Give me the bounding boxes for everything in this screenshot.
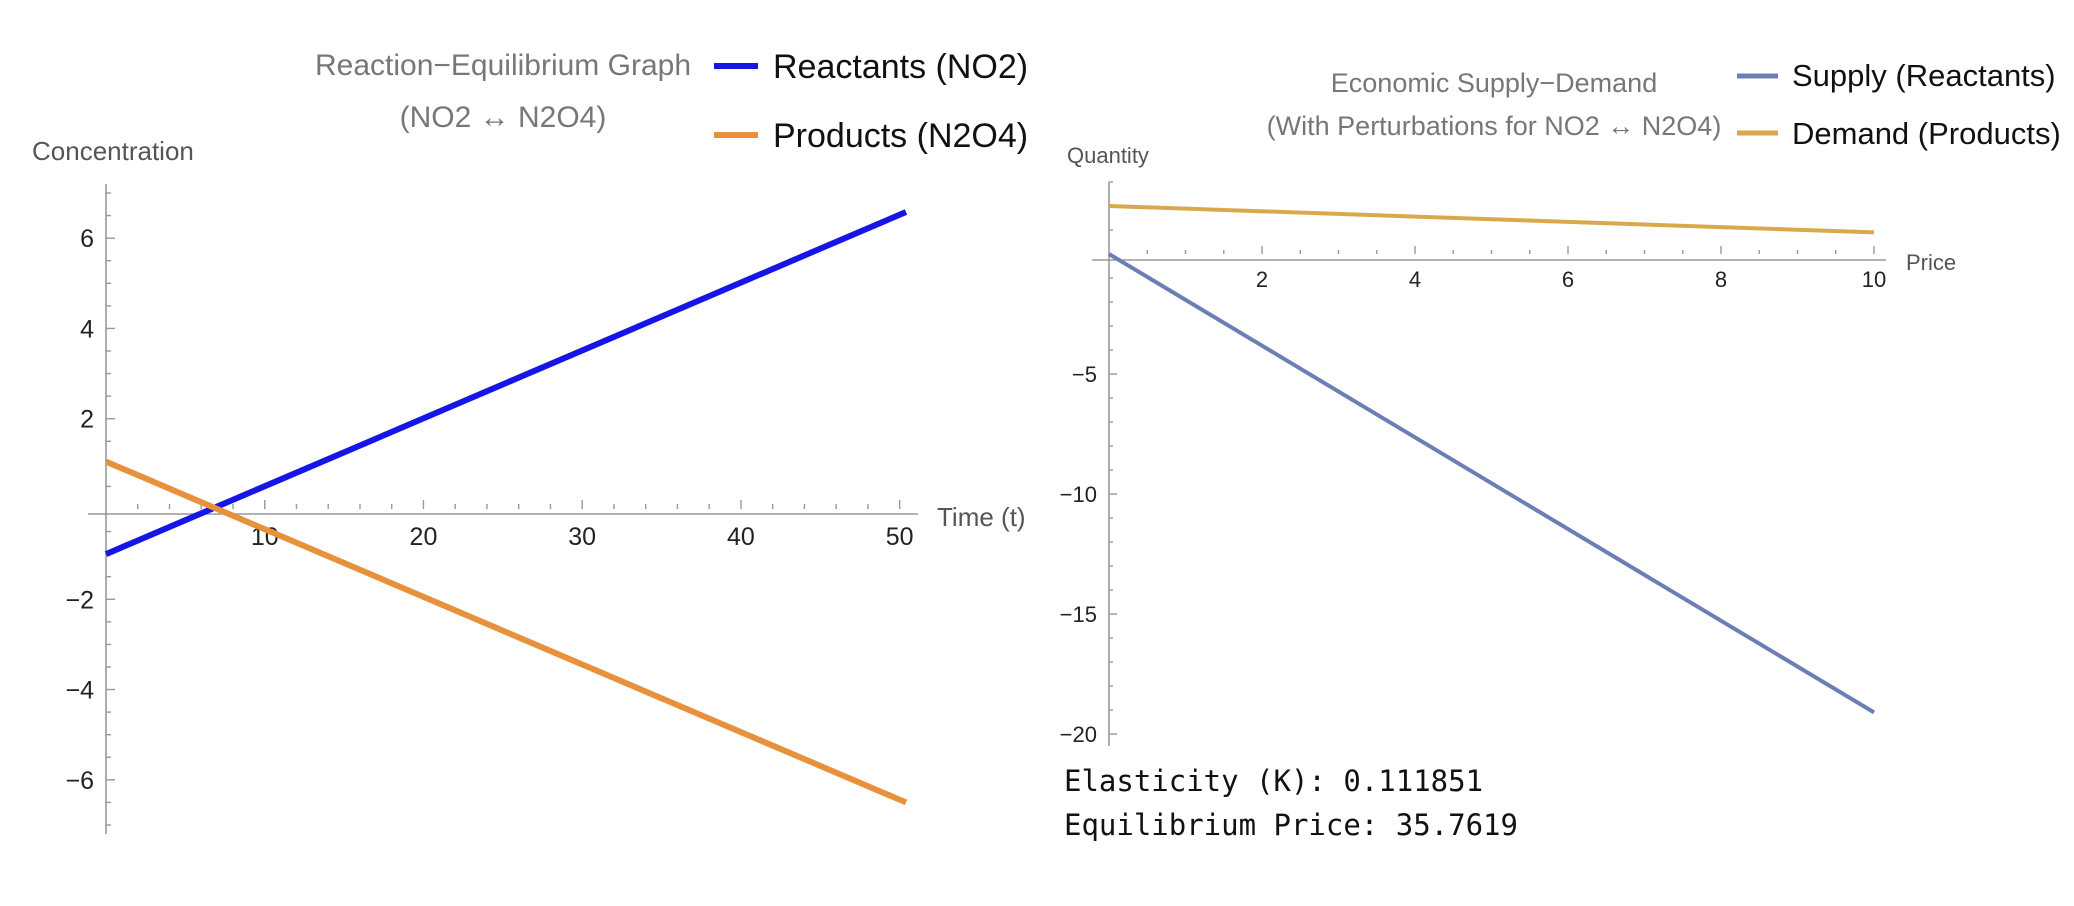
reaction-equilibrium-chart: Reaction−Equilibrium Graph (NO2 ↔ N2O4) … — [32, 48, 1028, 834]
equilibrium-price-readout: Equilibrium Price: 35.7619 — [1064, 808, 1518, 842]
series-line-1 — [1108, 204, 1875, 235]
x-tick-labels: 10 20 30 40 50 — [251, 523, 914, 551]
x-tick-label: 30 — [568, 523, 596, 551]
elasticity-readout: Elasticity (K): 0.111851 — [1064, 764, 1484, 798]
y-tick-label: −15 — [1060, 602, 1097, 627]
chart-title-line-1: Economic Supply−Demand — [1331, 68, 1657, 98]
x-tick-label: 8 — [1715, 267, 1727, 292]
x-tick-label: 20 — [410, 523, 438, 551]
y-tick-label: −6 — [65, 767, 94, 795]
y-tick-label: −10 — [1060, 482, 1097, 507]
legend: Reactants (NO2) Products (N2O4) — [714, 48, 1028, 155]
y-tick-label: −5 — [1072, 362, 1097, 387]
y-tick-label: 6 — [80, 225, 94, 253]
x-tick-label: 40 — [727, 523, 755, 551]
y-axis-label: Concentration — [32, 136, 194, 166]
legend: Supply (Reactants) Demand (Products) — [1737, 58, 2061, 151]
x-tick-label: 6 — [1562, 267, 1574, 292]
x-tick-label: 10 — [1862, 267, 1886, 292]
legend-label-reactants: Reactants (NO2) — [773, 48, 1028, 86]
chart-title-line-1: Reaction−Equilibrium Graph — [315, 49, 691, 82]
legend-label-demand: Demand (Products) — [1792, 116, 2061, 151]
supply-demand-chart: Economic Supply−Demand (With Perturbatio… — [1060, 58, 2061, 747]
y-tick-label: −2 — [65, 586, 94, 614]
x-tick-label: 2 — [1256, 267, 1268, 292]
x-tick-label: 50 — [886, 523, 914, 551]
series-lines — [104, 209, 908, 806]
y-tick-labels: −5 −10 −15 −20 — [1060, 362, 1097, 747]
x-tick-labels: 2 4 6 8 10 — [1256, 267, 1886, 292]
chart-title-line-2: (With Perturbations for NO2 ↔ N2O4) — [1267, 111, 1722, 141]
y-tick-label: −20 — [1060, 722, 1097, 747]
x-axis-label: Time (t) — [937, 502, 1026, 532]
axis-ticks — [1109, 181, 1875, 735]
series-line-1 — [104, 458, 908, 806]
x-axis-label: Price — [1906, 250, 1956, 275]
series-lines — [1107, 204, 1876, 715]
series-line-0 — [1107, 252, 1876, 715]
chart-title-line-2: (NO2 ↔ N2O4) — [400, 101, 607, 134]
y-tick-label: 4 — [80, 315, 94, 343]
series-line-0 — [104, 209, 908, 557]
y-axis-label: Quantity — [1067, 143, 1149, 168]
axis-ticks — [106, 192, 901, 826]
y-tick-label: −4 — [65, 677, 94, 705]
x-tick-label: 4 — [1409, 267, 1421, 292]
y-tick-label: 2 — [80, 406, 94, 434]
legend-label-supply: Supply (Reactants) — [1792, 58, 2056, 93]
legend-label-products: Products (N2O4) — [773, 117, 1028, 155]
y-tick-labels: −6 −4 −2 2 4 6 — [65, 225, 94, 795]
